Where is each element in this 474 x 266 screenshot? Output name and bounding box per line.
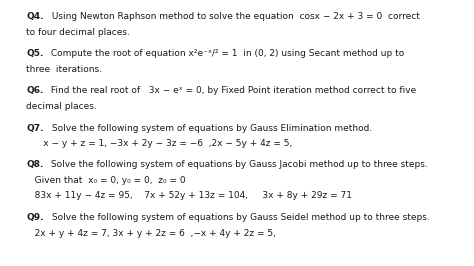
Text: 2x + y + 4z = 7, 3x + y + 2z = 6  ,−x + 4y + 2z = 5,: 2x + y + 4z = 7, 3x + y + 2z = 6 ,−x + 4… bbox=[26, 229, 276, 238]
Text: Given that  x₀ = 0, y₀ = 0,  z₀ = 0: Given that x₀ = 0, y₀ = 0, z₀ = 0 bbox=[26, 176, 186, 185]
Text: Q4.: Q4. bbox=[26, 12, 44, 21]
Text: Q9.: Q9. bbox=[26, 213, 44, 222]
Text: Solve the following system of equations by Gauss Seidel method up to three steps: Solve the following system of equations … bbox=[49, 213, 429, 222]
Text: Q7.: Q7. bbox=[26, 124, 44, 133]
Text: decimal places.: decimal places. bbox=[26, 102, 97, 111]
Text: Solve the following system of equations by Gauss Elimination method.: Solve the following system of equations … bbox=[49, 124, 372, 133]
Text: Find the real root of   3x − eˣ = 0, by Fixed Point iteration method correct to : Find the real root of 3x − eˣ = 0, by Fi… bbox=[48, 86, 417, 95]
Text: Using Newton Raphson method to solve the equation  cosx − 2x + 3 = 0  correct: Using Newton Raphson method to solve the… bbox=[49, 12, 419, 21]
Text: Q5.: Q5. bbox=[26, 49, 44, 58]
Text: Q8.: Q8. bbox=[26, 160, 44, 169]
Text: three  iterations.: three iterations. bbox=[26, 65, 102, 74]
Text: Q6.: Q6. bbox=[26, 86, 44, 95]
Text: 83x + 11y − 4z = 95,    7x + 52y + 13z = 104,     3x + 8y + 29z = 71: 83x + 11y − 4z = 95, 7x + 52y + 13z = 10… bbox=[26, 191, 352, 200]
Text: x − y + z = 1, −3x + 2y − 3z = −6  ,2x − 5y + 4z = 5,: x − y + z = 1, −3x + 2y − 3z = −6 ,2x − … bbox=[26, 139, 292, 148]
Text: Compute the root of equation x²e⁻ˣ/² = 1  in (0, 2) using Secant method up to: Compute the root of equation x²e⁻ˣ/² = 1… bbox=[48, 49, 405, 58]
Text: Solve the following system of equations by Gauss Jacobi method up to three steps: Solve the following system of equations … bbox=[48, 160, 428, 169]
Text: to four decimal places.: to four decimal places. bbox=[26, 28, 130, 37]
